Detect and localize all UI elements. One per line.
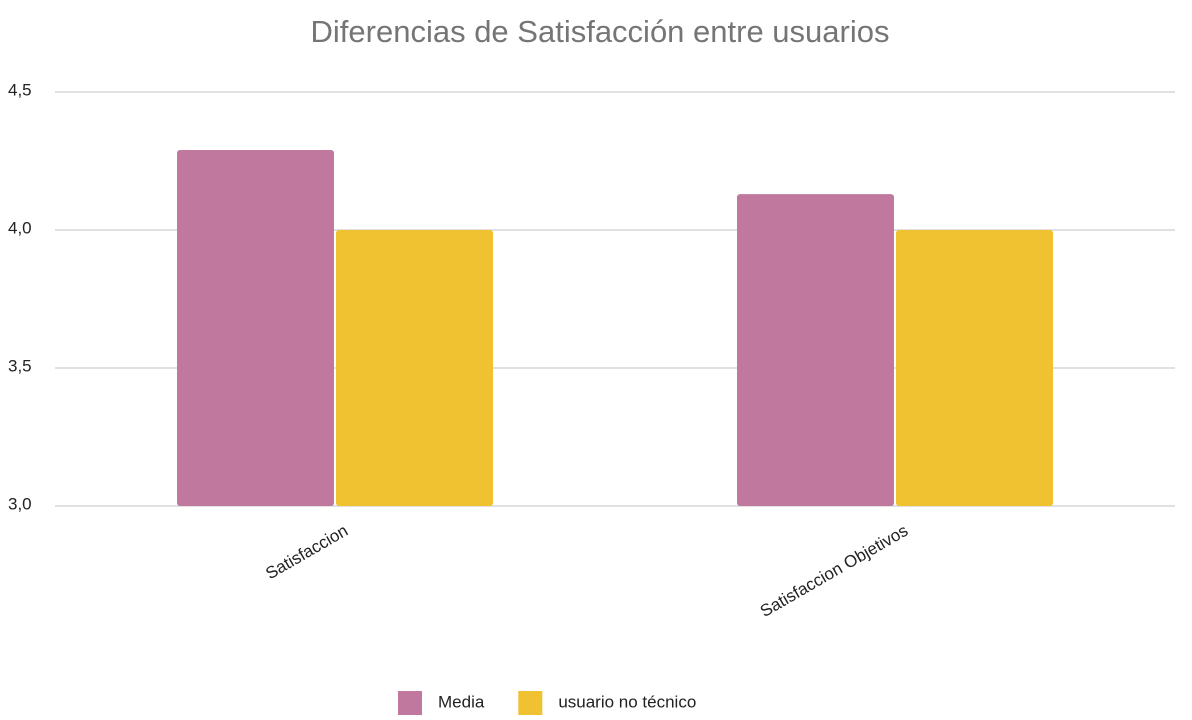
y-tick-label: 3,5 <box>8 356 32 375</box>
chart-title: Diferencias de Satisfacción entre usuari… <box>311 14 890 49</box>
bar <box>896 230 1053 506</box>
y-tick-label: 4,5 <box>8 80 32 99</box>
legend-label: usuario no técnico <box>558 692 696 711</box>
x-tick-label: Satisfaccion <box>262 521 351 583</box>
legend-swatch <box>398 691 422 715</box>
x-tick-label: Satisfaccion Objetivos <box>757 521 911 621</box>
bar <box>177 149 334 506</box>
y-tick-label: 4,0 <box>8 218 32 237</box>
y-tick-label: 3,0 <box>8 494 32 513</box>
bar <box>737 194 894 506</box>
bar <box>336 230 493 506</box>
legend-label: Media <box>438 692 485 711</box>
legend-swatch <box>518 691 543 715</box>
